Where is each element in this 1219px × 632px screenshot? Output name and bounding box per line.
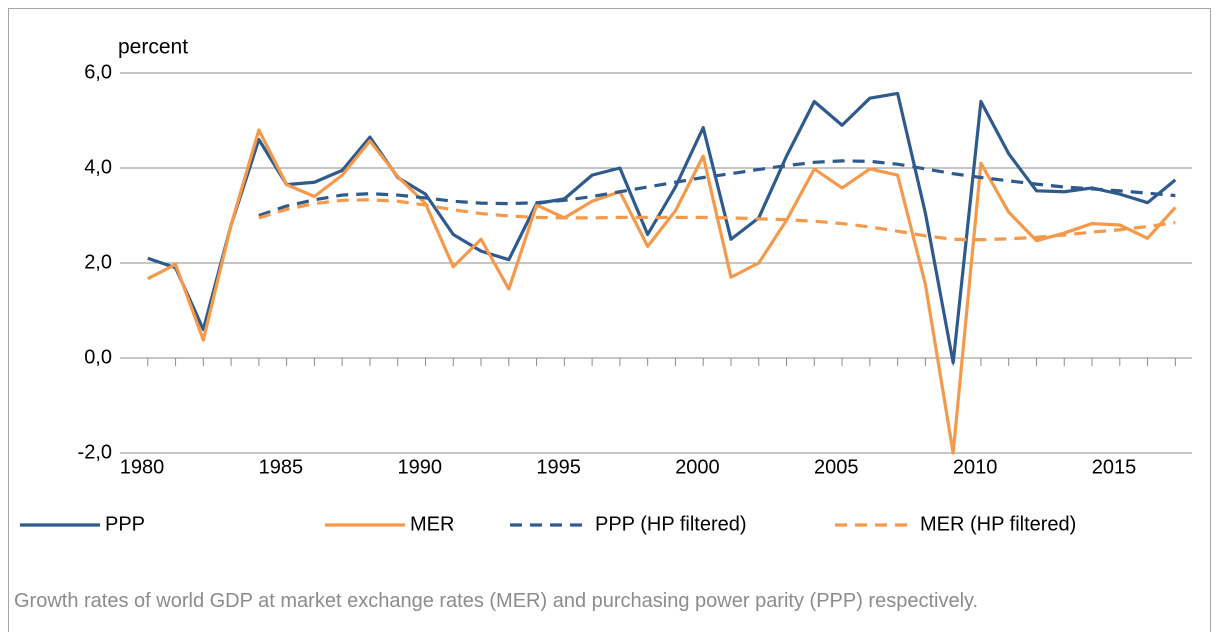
legend-label: MER — [410, 513, 454, 535]
y-axis-label: percent — [118, 36, 188, 59]
chart-border — [8, 8, 1211, 632]
caption: Growth rates of world GDP at market exch… — [14, 590, 979, 612]
x-tick-label: 2005 — [814, 456, 859, 478]
series-line — [258, 159, 1176, 218]
series-line — [147, 128, 1177, 455]
legend-label: PPP (HP filtered) — [595, 513, 747, 535]
x-tick-label: 2010 — [953, 456, 998, 478]
x-tick-label: 1980 — [120, 456, 165, 478]
x-tick-label: 2000 — [675, 456, 720, 478]
x-tick-label: 1995 — [536, 456, 581, 478]
y-tick-label: 0,0 — [84, 346, 112, 368]
y-tick-label: 2,0 — [84, 251, 112, 273]
y-tick-label: -2,0 — [78, 441, 112, 463]
legend-label: PPP — [105, 513, 145, 535]
x-tick-label: 1985 — [259, 456, 304, 478]
y-tick-label: 6,0 — [84, 61, 112, 83]
x-tick-label: 2015 — [1092, 456, 1137, 478]
y-tick-label: 4,0 — [84, 156, 112, 178]
x-tick-label: 1990 — [397, 456, 442, 478]
series-line — [258, 198, 1176, 242]
series-line — [147, 91, 1177, 365]
legend-label: MER (HP filtered) — [920, 513, 1076, 535]
